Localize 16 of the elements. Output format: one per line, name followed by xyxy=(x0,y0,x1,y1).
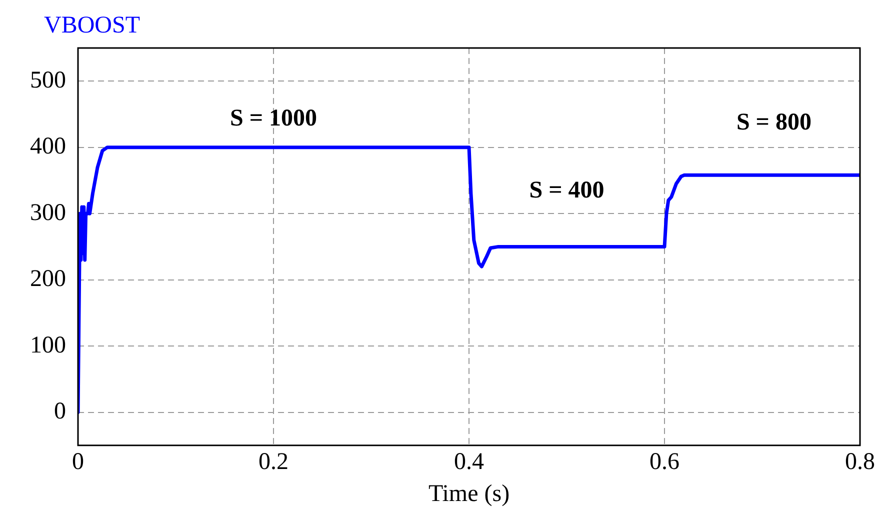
x-tick-label: 0.2 xyxy=(258,449,288,476)
y-tick-label: 300 xyxy=(30,200,66,226)
x-tick-label: 0 xyxy=(72,449,84,476)
y-tick-label: 500 xyxy=(30,67,66,94)
x-tick-label: 0.8 xyxy=(845,449,875,476)
x-tick-label: 0.4 xyxy=(454,449,484,476)
x-tick-label: 0.6 xyxy=(650,449,680,476)
y-tick-label: 100 xyxy=(30,332,66,358)
text: VBOOST xyxy=(44,12,140,38)
y-tick-label: 400 xyxy=(30,134,66,160)
annotation: S = 400 xyxy=(529,177,604,204)
y-tick-label: 0 xyxy=(54,398,66,425)
y-tick-label: 200 xyxy=(30,266,66,292)
x-axis-title: Time (s) xyxy=(428,480,510,507)
annotation: S = 1000 xyxy=(230,106,318,132)
annotation: S = 800 xyxy=(736,110,812,136)
